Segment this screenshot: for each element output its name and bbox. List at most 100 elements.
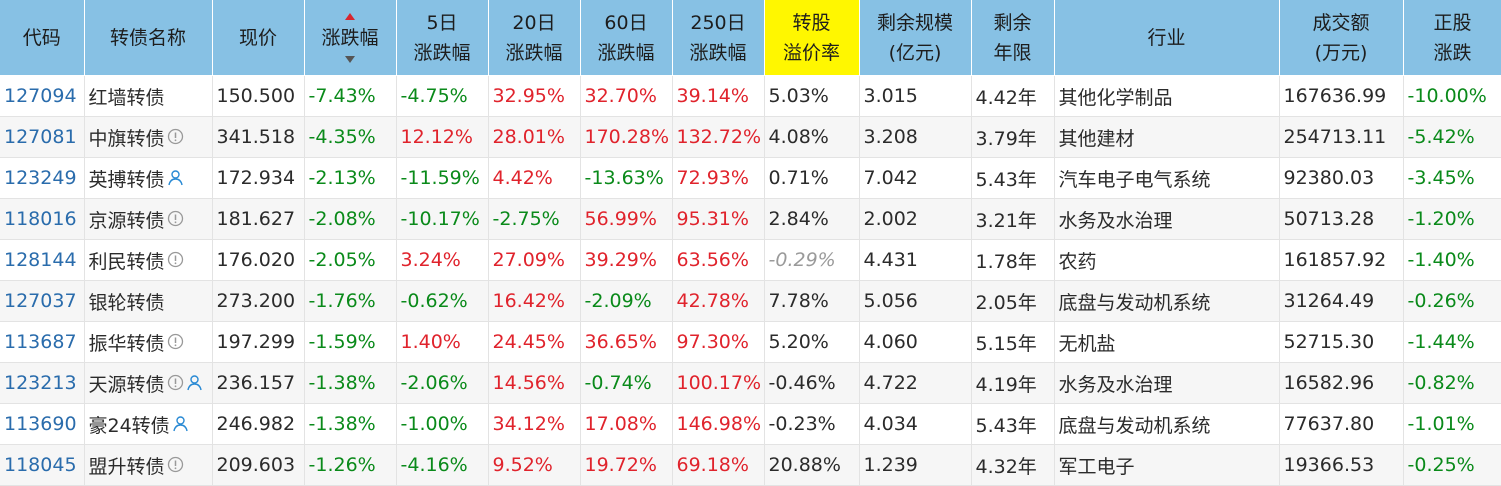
name-cell-text[interactable]: 英搏转债 [88,168,165,191]
code-cell-text[interactable]: 128144 [4,249,77,271]
change-250d-cell-text: 132.72% [676,126,762,148]
table-row[interactable]: 118045 盟升转债 209.603 -1.26% -4.16% 9.52% 19.72%… [0,444,1501,486]
name-cell-text[interactable]: 天源转债 [88,373,165,396]
col-header-industry[interactable]: 行业 [1054,0,1280,76]
info-icon[interactable] [167,456,184,478]
name-cell[interactable]: 豪24转债 [84,403,213,445]
col-header-5d[interactable]: 5日 涨跌幅 [396,0,489,76]
name-cell-text[interactable]: 利民转债 [88,250,165,273]
table-row[interactable]: 123249 英搏转债 172.934 -2.13% -11.59% 4.42% -13.6… [0,157,1501,199]
change-cell: -1.38% [304,362,397,404]
info-icon[interactable] [167,333,184,355]
name-cell[interactable]: 天源转债 [84,362,213,404]
table-row[interactable]: 113687 振华转债 197.299 -1.59% 1.40% 24.45% 36.65%… [0,321,1501,363]
table-row[interactable]: 128144 利民转债 176.020 -2.05% 3.24% 27.09% 39.29%… [0,239,1501,281]
industry-cell: 底盘与发动机系统 [1054,280,1280,322]
col-header-change[interactable]: 涨跌幅 [304,0,397,76]
col-header-name[interactable]: 转债名称 [84,0,213,76]
stock-change-cell-text: -10.00% [1407,85,1487,107]
industry-cell: 汽车电子电气系统 [1054,157,1280,199]
scale-cell: 1.239 [859,444,972,486]
name-cell[interactable]: 京源转债 [84,198,213,240]
stock-change-cell: -0.26% [1403,280,1501,322]
table-row[interactable]: 127094 红墙转债 150.500 -7.43% -4.75% 32.95% 32.70… [0,75,1501,117]
name-cell-text[interactable]: 振华转债 [88,332,165,355]
col-header-20d[interactable]: 20日 涨跌幅 [488,0,581,76]
table-row[interactable]: 118016 京源转债 181.627 -2.08% -10.17% -2.75% 56.9… [0,198,1501,240]
name-cell[interactable]: 利民转债 [84,239,213,281]
code-cell-text[interactable]: 127094 [4,85,77,107]
person-icon[interactable] [186,374,203,396]
code-cell-text[interactable]: 127037 [4,290,77,312]
code-cell-text[interactable]: 118016 [4,208,77,230]
info-icon[interactable] [167,374,184,396]
name-cell[interactable]: 中旗转债 [84,116,213,158]
col-header-price[interactable]: 现价 [212,0,305,76]
code-cell-text[interactable]: 113690 [4,413,77,435]
change-cell: -1.38% [304,403,397,445]
change-cell: -4.35% [304,116,397,158]
name-cell-text[interactable]: 京源转债 [88,209,165,232]
col-header-label: 涨跌幅 [505,41,563,64]
person-icon[interactable] [167,169,184,191]
code-cell[interactable]: 127037 [0,280,85,322]
name-cell[interactable]: 振华转债 [84,321,213,363]
table-row[interactable]: 113690 豪24转债 246.982 -1.38% -1.00% 34.12% 17.0… [0,403,1501,445]
table-row[interactable]: 123213 天源转债 236.157 -1.38% -2.06% 14.56% -0.74… [0,362,1501,404]
name-cell[interactable]: 银轮转债 [84,280,213,322]
col-header-label: 正股 [1433,11,1472,34]
turnover-cell-text: 50713.28 [1283,208,1375,230]
col-header-60d[interactable]: 60日 涨跌幅 [580,0,673,76]
change-cell: -1.76% [304,280,397,322]
code-cell[interactable]: 128144 [0,239,85,281]
code-cell-text[interactable]: 127081 [4,126,77,148]
name-cell-text[interactable]: 红墙转债 [88,86,165,109]
name-cell[interactable]: 盟升转债 [84,444,213,486]
code-cell-text[interactable]: 113687 [4,331,77,353]
code-cell[interactable]: 123213 [0,362,85,404]
col-header-stock-change[interactable]: 正股 涨跌 [1403,0,1501,76]
price-cell: 172.934 [212,157,305,199]
code-cell[interactable]: 118016 [0,198,85,240]
col-header-label: 涨跌幅 [321,26,379,49]
info-icon[interactable] [167,210,184,232]
name-cell-text[interactable]: 盟升转债 [88,455,165,478]
name-cell[interactable]: 红墙转债 [84,75,213,117]
code-cell-text[interactable]: 123249 [4,167,77,189]
name-cell-text[interactable]: 中旗转债 [88,127,165,150]
name-cell[interactable]: 英搏转债 [84,157,213,199]
change-cell-text: -1.26% [308,454,376,476]
industry-cell-text: 水务及水治理 [1058,209,1173,232]
change-20d-cell-text: 28.01% [492,126,565,148]
code-cell[interactable]: 127094 [0,75,85,117]
industry-cell-text: 军工电子 [1058,455,1135,478]
change-5d-cell: -4.16% [396,444,489,486]
col-header-turnover[interactable]: 成交额 (万元) [1279,0,1404,76]
code-cell[interactable]: 113687 [0,321,85,363]
code-cell-text[interactable]: 118045 [4,454,77,476]
premium-cell: 4.08% [764,116,860,158]
info-icon[interactable] [167,251,184,273]
code-cell[interactable]: 123249 [0,157,85,199]
scale-cell: 7.042 [859,157,972,199]
scale-cell: 3.015 [859,75,972,117]
col-header-premium[interactable]: 转股 溢价率 [764,0,860,76]
name-cell-text[interactable]: 银轮转债 [88,291,165,314]
code-cell[interactable]: 118045 [0,444,85,486]
table-row[interactable]: 127081 中旗转债 341.518 -4.35% 12.12% 28.01% 170.2… [0,116,1501,158]
turnover-cell-text: 254713.11 [1283,126,1387,148]
code-cell[interactable]: 113690 [0,403,85,445]
change-20d-cell-text: 14.56% [492,372,565,394]
col-header-years[interactable]: 剩余 年限 [971,0,1055,76]
col-header-250d[interactable]: 250日 涨跌幅 [672,0,765,76]
code-cell-text[interactable]: 123213 [4,372,77,394]
name-cell-text[interactable]: 豪24转债 [88,414,170,437]
table-row[interactable]: 127037 银轮转债 273.200 -1.76% -0.62% 16.42% -2.09… [0,280,1501,322]
change-60d-cell-text: -2.09% [584,290,652,312]
col-header-scale[interactable]: 剩余规模 (亿元) [859,0,972,76]
person-icon[interactable] [172,415,189,437]
col-header-code[interactable]: 代码 [0,0,85,76]
code-cell[interactable]: 127081 [0,116,85,158]
info-icon[interactable] [167,128,184,150]
